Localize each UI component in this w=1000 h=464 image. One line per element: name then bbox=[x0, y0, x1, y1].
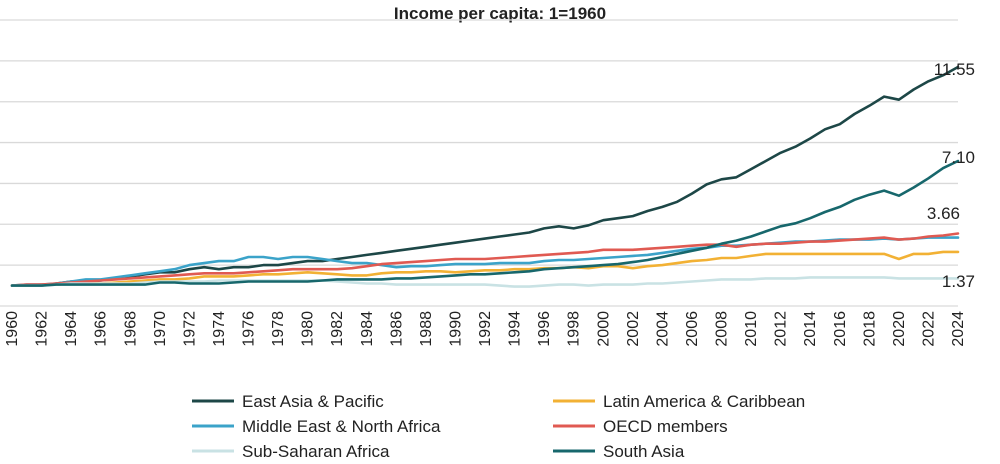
x-tick-label: 2010 bbox=[743, 311, 760, 347]
x-tick-label: 1964 bbox=[63, 311, 80, 347]
series-lines bbox=[10, 65, 960, 288]
legend-label: Latin America & Caribbean bbox=[603, 392, 805, 411]
x-tick-label: 1998 bbox=[566, 311, 583, 347]
legend-label: Sub-Saharan Africa bbox=[242, 442, 390, 461]
legend-label: Middle East & North Africa bbox=[242, 417, 441, 436]
x-tick-label: 1974 bbox=[211, 311, 228, 347]
x-tick-label: 1968 bbox=[122, 311, 139, 347]
x-tick-label: 1982 bbox=[329, 311, 346, 347]
legend-label: East Asia & Pacific bbox=[242, 392, 384, 411]
end-value-label: 11.55 bbox=[934, 60, 975, 79]
x-tick-label: 1976 bbox=[241, 311, 258, 347]
end-value-label: 7.10 bbox=[942, 148, 975, 167]
x-tick-label: 1966 bbox=[93, 311, 110, 347]
x-tick-label: 1984 bbox=[359, 311, 376, 347]
end-value-label: 3.66 bbox=[927, 204, 960, 223]
x-axis: 1960 1962 1964 1966 1968 1970 1972 1974 1976 1978… bbox=[4, 311, 967, 347]
x-tick-label: 1986 bbox=[388, 311, 405, 347]
x-tick-label: 1996 bbox=[536, 311, 553, 347]
legend-label: South Asia bbox=[603, 442, 685, 461]
legend: East Asia & Pacific Middle East & North A… bbox=[192, 392, 805, 461]
x-tick-label: 2018 bbox=[861, 311, 878, 347]
series-line-east-asia-pacific bbox=[10, 65, 960, 287]
legend-label: OECD members bbox=[603, 417, 728, 436]
x-tick-label: 2014 bbox=[802, 311, 819, 347]
x-tick-label: 1970 bbox=[152, 311, 169, 347]
end-labels: 11.55 7.10 3.66 1.37 bbox=[927, 60, 975, 291]
x-tick-label: 2016 bbox=[832, 311, 849, 347]
x-tick-label: 2006 bbox=[684, 311, 701, 347]
x-tick-label: 2004 bbox=[654, 311, 671, 347]
x-tick-label: 1994 bbox=[507, 311, 524, 347]
x-tick-label: 1962 bbox=[34, 311, 51, 347]
x-tick-label: 1988 bbox=[418, 311, 435, 347]
x-tick-label: 1960 bbox=[4, 311, 21, 347]
x-tick-label: 1990 bbox=[447, 311, 464, 347]
series-line-latin-america-caribbean bbox=[10, 250, 960, 287]
x-tick-label: 2012 bbox=[773, 311, 790, 347]
x-tick-label: 2002 bbox=[625, 311, 642, 347]
chart-title: Income per capita: 1=1960 bbox=[394, 4, 606, 23]
series-line-oecd-members bbox=[10, 232, 960, 287]
x-tick-label: 2000 bbox=[595, 311, 612, 347]
x-tick-label: 1972 bbox=[181, 311, 198, 347]
x-tick-label: 1980 bbox=[300, 311, 317, 347]
x-tick-label: 2008 bbox=[714, 311, 731, 347]
x-tick-label: 2024 bbox=[950, 311, 967, 347]
x-tick-label: 1992 bbox=[477, 311, 494, 347]
x-tick-label: 2022 bbox=[920, 311, 937, 347]
x-tick-label: 1978 bbox=[270, 311, 287, 347]
series-line-south-asia bbox=[10, 159, 960, 287]
end-value-label: 1.37 bbox=[942, 272, 975, 291]
x-tick-label: 2020 bbox=[891, 311, 908, 347]
